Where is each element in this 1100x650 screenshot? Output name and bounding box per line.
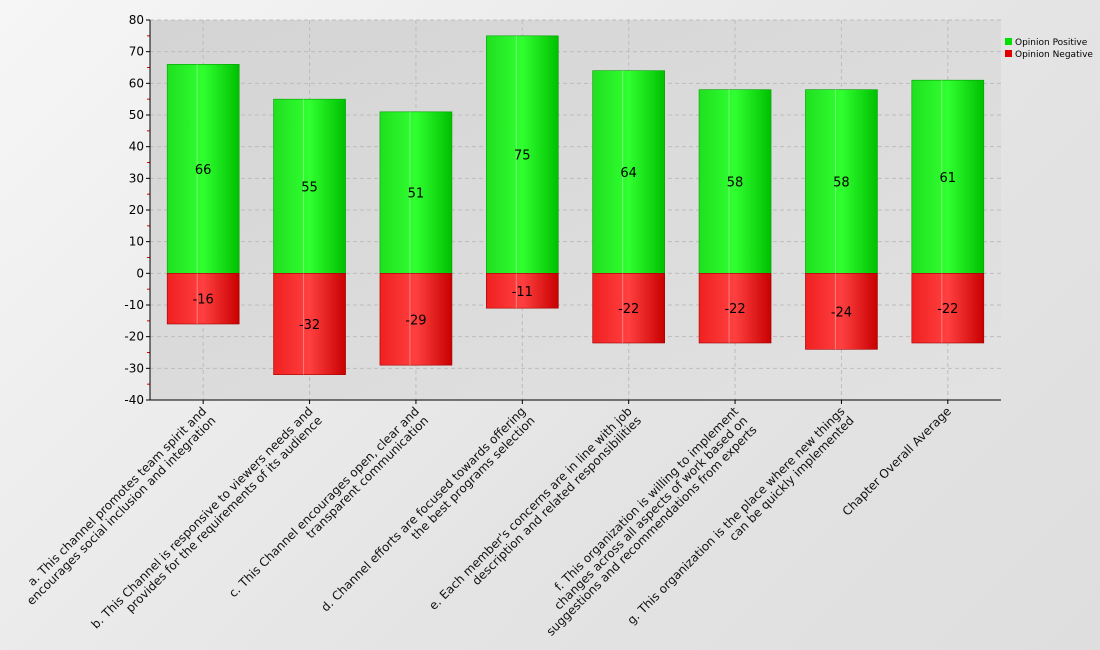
data-label: 55 xyxy=(301,180,318,195)
legend-label: Opinion Positive xyxy=(1015,38,1088,48)
data-label: -29 xyxy=(405,313,426,328)
y-tick-label: 50 xyxy=(129,108,144,122)
x-tick-label: Chapter Overall Average xyxy=(840,404,954,518)
x-tick-label-line: c. This Channel encourages open, clear a… xyxy=(226,404,422,600)
bar-negative xyxy=(805,273,878,350)
x-tick-label-line: encourages social inclusion and integrat… xyxy=(24,413,218,607)
data-label: -16 xyxy=(193,293,214,308)
data-label: 61 xyxy=(940,171,957,186)
bar-positive xyxy=(911,79,985,274)
y-tick-label: 20 xyxy=(129,203,144,217)
bar-negative xyxy=(379,273,453,366)
x-tick-label-line: provides for the requirements of its aud… xyxy=(123,413,325,615)
bar-negative xyxy=(166,273,240,325)
y-tick-label: 30 xyxy=(129,171,144,185)
y-tick-label: 70 xyxy=(129,45,144,59)
data-label: 75 xyxy=(514,149,531,164)
y-tick-label: 40 xyxy=(129,140,144,154)
y-tick-label: -40 xyxy=(124,393,144,407)
y-tick-label: -30 xyxy=(124,361,144,375)
data-label: -24 xyxy=(831,305,852,320)
bar-negative xyxy=(698,273,772,344)
x-tick-label: a. This channel promotes team spirit and… xyxy=(15,404,219,608)
x-tick-label-line: changes across all aspects of work based… xyxy=(551,413,750,612)
data-label: -22 xyxy=(618,302,639,317)
bar-negative xyxy=(486,273,559,309)
legend-swatch xyxy=(1005,38,1012,45)
data-label: 58 xyxy=(727,176,744,191)
bar-negative xyxy=(273,273,346,375)
y-tick-label: -10 xyxy=(124,298,144,312)
data-label: -22 xyxy=(937,302,958,317)
y-tick-label: 0 xyxy=(136,266,144,280)
legend-swatch xyxy=(1005,50,1012,57)
bar-negative xyxy=(592,273,665,344)
bar-positive xyxy=(273,98,346,274)
bar-positive xyxy=(379,111,453,274)
data-label: 66 xyxy=(195,163,212,178)
bar-positive xyxy=(592,70,665,274)
y-tick-label: 10 xyxy=(129,235,144,249)
y-tick-label: 60 xyxy=(129,76,144,90)
x-tick-label-line: Chapter Overall Average xyxy=(840,404,954,518)
bar-positive xyxy=(698,89,772,274)
x-tick-label: b. This Channel is responsive to viewers… xyxy=(88,404,324,640)
bar-positive xyxy=(166,64,240,274)
data-label: -22 xyxy=(724,302,745,317)
x-tick-label-line: f. This organization is willing to imple… xyxy=(552,404,742,594)
y-tick-label: 80 xyxy=(129,13,144,27)
x-tick-label-line: d. Channel efforts are focused towards o… xyxy=(318,404,528,614)
x-tick-label: e. Each member's concerns are in line wi… xyxy=(426,404,644,622)
bar-negative xyxy=(911,273,985,344)
bar-positive xyxy=(805,89,878,274)
data-label: 64 xyxy=(620,166,637,181)
legend-label: Opinion Negative xyxy=(1015,50,1093,60)
data-label: -11 xyxy=(512,285,533,300)
x-tick-label: d. Channel efforts are focused towards o… xyxy=(318,404,537,623)
data-label: -32 xyxy=(299,318,320,333)
data-label: 58 xyxy=(833,176,850,191)
data-label: 51 xyxy=(408,187,425,202)
bar-positive xyxy=(486,35,559,274)
y-tick-label: -20 xyxy=(124,330,144,344)
x-tick-label: c. This Channel encourages open, clear a… xyxy=(226,404,431,609)
